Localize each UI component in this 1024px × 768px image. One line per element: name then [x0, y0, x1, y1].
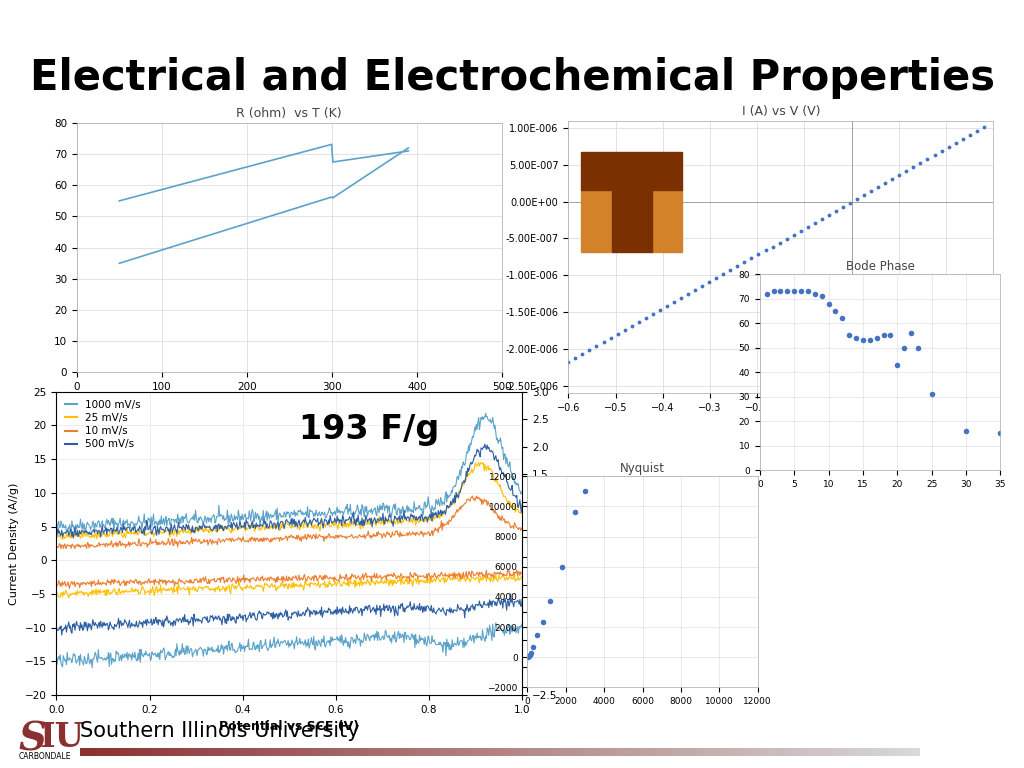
X-axis label: Potential vs SCE (V): Potential vs SCE (V)	[219, 720, 359, 733]
Legend: 1000 mV/s, 25 mV/s, 10 mV/s, 500 mV/s: 1000 mV/s, 25 mV/s, 10 mV/s, 500 mV/s	[61, 397, 144, 452]
Bar	[582, 190, 611, 252]
Bar	[652, 190, 682, 252]
Text: S: S	[18, 720, 46, 759]
Text: Electrical and Electrochemical Properties: Electrical and Electrochemical Propertie…	[30, 57, 994, 98]
Title: R (ohm)  vs T (K): R (ohm) vs T (K)	[237, 108, 342, 121]
Text: Southern Illinois University: Southern Illinois University	[80, 720, 359, 741]
Title: I (A) vs V (V): I (A) vs V (V)	[741, 105, 820, 118]
Text: IU: IU	[39, 720, 84, 753]
Bar	[611, 168, 652, 252]
Y-axis label: Current Density (A//g): Current Density (A//g)	[9, 482, 19, 604]
Title: Nyquist: Nyquist	[621, 462, 665, 475]
Text: 193 F/g: 193 F/g	[299, 413, 439, 446]
Bar	[582, 151, 682, 190]
Title: Bode Phase: Bode Phase	[846, 260, 914, 273]
Y-axis label: Current Density (A/g): Current Density (A/g)	[566, 484, 577, 603]
Text: CARBONDALE: CARBONDALE	[18, 752, 71, 761]
